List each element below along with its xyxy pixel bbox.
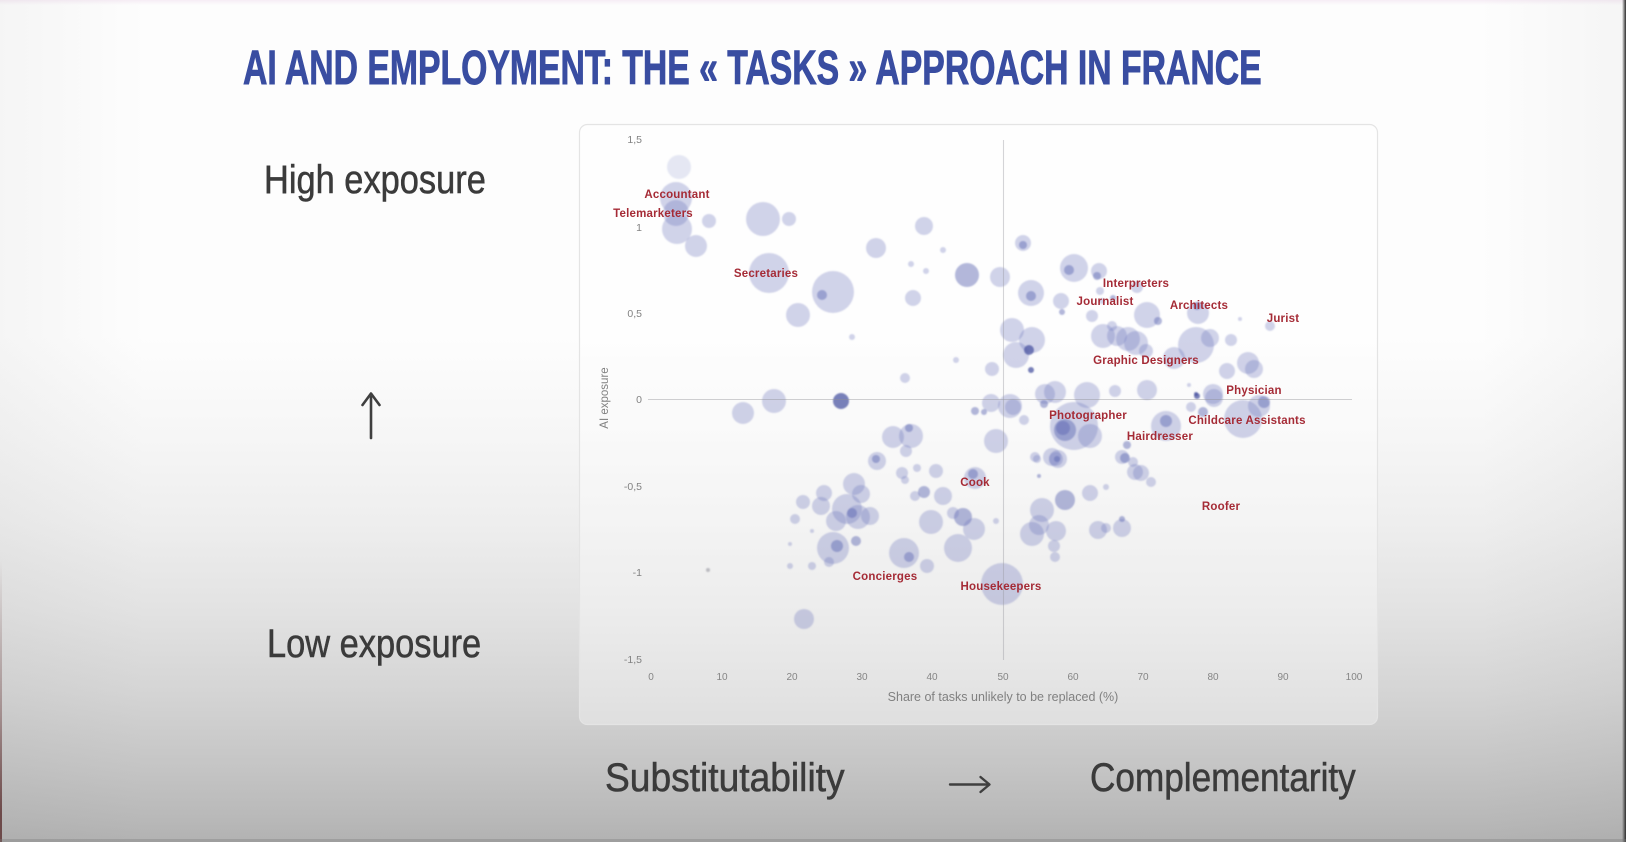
svg-text:0: 0 xyxy=(648,672,654,683)
svg-text:40: 40 xyxy=(926,672,938,683)
svg-text:0: 0 xyxy=(636,394,642,406)
svg-text:60: 60 xyxy=(1067,672,1079,683)
svg-text:50: 50 xyxy=(997,672,1009,683)
svg-text:Concierges: Concierges xyxy=(853,571,918,583)
svg-text:Graphic Designers: Graphic Designers xyxy=(1093,355,1199,367)
svg-text:1,5: 1,5 xyxy=(627,134,642,146)
svg-text:Roofer: Roofer xyxy=(1202,501,1241,513)
svg-text:10: 10 xyxy=(716,672,728,683)
svg-text:Share of tasks unlikely to be: Share of tasks unlikely to be replaced (… xyxy=(888,690,1119,704)
svg-text:0,5: 0,5 xyxy=(627,308,642,320)
svg-text:Journalist: Journalist xyxy=(1077,296,1134,308)
svg-text:70: 70 xyxy=(1137,672,1149,683)
svg-text:1: 1 xyxy=(636,222,642,234)
svg-text:-0,5: -0,5 xyxy=(624,481,642,493)
svg-text:Jurist: Jurist xyxy=(1267,313,1300,325)
svg-text:-1,5: -1,5 xyxy=(624,654,642,666)
svg-text:Cook: Cook xyxy=(960,477,990,489)
svg-text:Physician: Physician xyxy=(1226,385,1282,397)
svg-text:20: 20 xyxy=(786,672,798,683)
svg-text:Telemarketers: Telemarketers xyxy=(613,208,693,220)
svg-text:Interpreters: Interpreters xyxy=(1103,278,1169,290)
svg-text:100: 100 xyxy=(1346,672,1363,683)
svg-text:Housekeepers: Housekeepers xyxy=(960,581,1041,593)
svg-text:80: 80 xyxy=(1207,672,1219,683)
svg-text:Secretaries: Secretaries xyxy=(734,268,798,280)
svg-text:30: 30 xyxy=(856,672,868,683)
svg-text:Childcare Assistants: Childcare Assistants xyxy=(1188,415,1305,427)
svg-text:Hairdresser: Hairdresser xyxy=(1127,431,1193,443)
svg-text:-1: -1 xyxy=(633,567,642,579)
svg-text:AI exposure: AI exposure xyxy=(599,367,611,428)
svg-text:Architects: Architects xyxy=(1170,300,1228,312)
svg-text:Accountant: Accountant xyxy=(644,189,709,201)
svg-text:Photographer: Photographer xyxy=(1049,410,1127,422)
svg-text:90: 90 xyxy=(1277,672,1289,683)
